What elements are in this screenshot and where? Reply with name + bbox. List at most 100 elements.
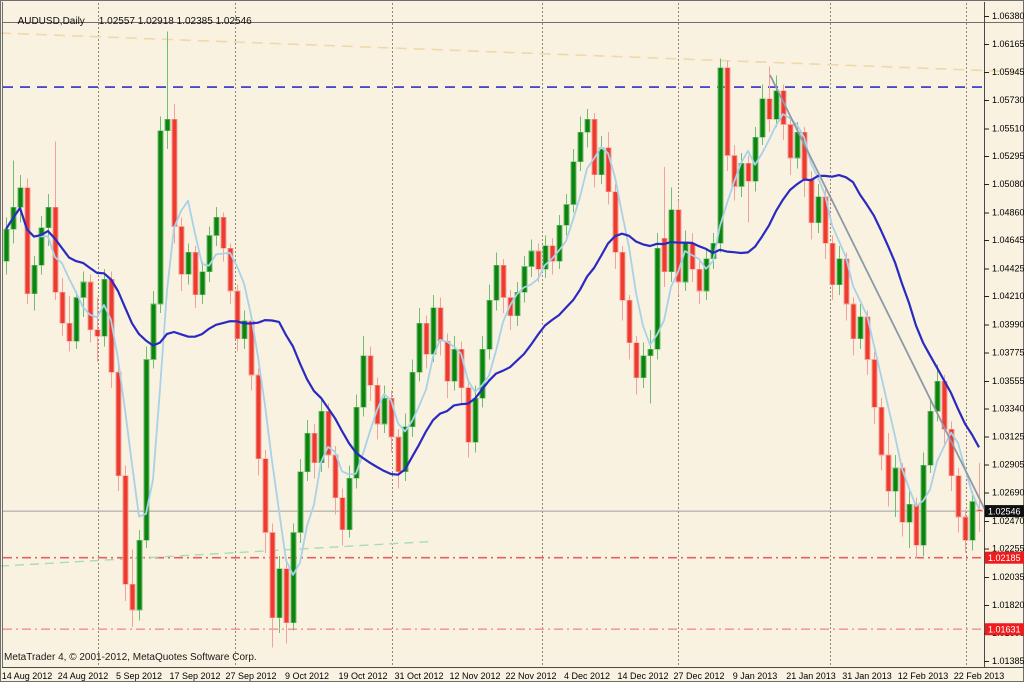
y-axis-label: 1.02690 [992,487,1024,497]
bear-candle [591,119,598,176]
bear-candle [255,374,262,460]
bull-candle [213,217,220,236]
bear-candle [178,226,185,275]
bear-candle [549,245,556,262]
trendline[interactable] [0,540,431,567]
y-axis-label: 1.01385 [992,656,1024,666]
bull-candle [157,130,164,305]
y-axis-label: 1.06380 [992,11,1024,21]
y-axis-label: 1.02470 [992,516,1024,526]
bull-candle [150,303,157,360]
price-tag [985,551,1024,564]
x-axis-label: 9 Jan 2013 [733,671,778,681]
price-tag-label: 1.01631 [988,625,1021,635]
ma-slow-line [5,174,980,476]
bear-candle [829,242,836,285]
bear-candle [465,387,472,443]
bull-candle [598,147,605,176]
bear-candle [66,323,73,342]
bull-candle [640,355,647,378]
bull-candle [304,432,311,473]
bull-candle [556,224,563,262]
bear-candle [122,475,129,585]
bear-candle [388,397,395,438]
bear-candle [269,532,276,619]
x-axis-label: 22 Nov 2012 [505,671,556,681]
bear-candle [962,516,969,541]
bull-candle [521,266,528,293]
trendline-gray[interactable] [769,74,987,513]
bear-candle [227,248,234,292]
y-axis-label: 1.02905 [992,460,1024,470]
symbol-period-label: AUDUSD,Daily [17,16,85,27]
bear-candle [234,290,241,340]
bear-candle [192,252,199,296]
bull-candle [290,532,297,624]
x-axis-label: 27 Dec 2012 [673,671,724,681]
bull-candle [528,250,535,267]
bear-candle [262,458,269,533]
bull-candle [430,307,437,355]
x-axis-label: 22 Feb 2013 [954,671,1005,681]
bull-candle [927,410,934,466]
bull-candle [297,471,304,533]
bull-candle [647,348,654,356]
bull-candle [17,187,24,208]
bull-candle [38,227,45,266]
y-axis-label: 1.03555 [992,376,1024,386]
trendline[interactable] [0,32,1024,73]
y-axis-label: 1.01820 [992,600,1024,610]
bear-candle [94,329,101,337]
bear-candle [913,503,920,546]
bull-candle [703,258,710,292]
bull-candle [31,264,38,294]
price-tag-label: 1.02185 [988,553,1021,563]
y-axis-label: 1.05080 [992,179,1024,189]
bear-candle [850,303,857,340]
bear-candle [59,292,66,324]
bull-candle [402,426,409,473]
bear-candle [955,475,962,518]
bull-candle [969,501,976,541]
bull-candle [857,316,864,340]
bear-candle [745,162,752,182]
bull-candle [563,204,570,226]
y-axis-label: 1.02035 [992,572,1024,582]
copyright-label: MetaTrader 4, © 2001-2012, MetaQuotes So… [4,652,257,663]
bear-candle [605,147,612,192]
y-axis-label: 1.04425 [992,263,1024,273]
ohlc-readout: 1.02557 1.02918 1.02385 1.02546 [98,16,252,27]
bear-candle [115,372,122,476]
bull-candle [836,258,843,285]
bear-candle [500,264,507,298]
x-axis-label: 31 Oct 2012 [394,671,443,681]
y-axis-label: 1.03775 [992,347,1024,357]
bull-candle [3,228,10,262]
bull-candle [360,355,367,408]
bull-candle [80,281,87,298]
bull-candle [416,323,423,373]
bull-candle [752,137,759,182]
bear-candle [325,410,332,456]
x-axis-label: 9 Oct 2012 [285,671,329,681]
y-axis-label: 1.04645 [992,235,1024,245]
bear-candle [878,406,885,456]
bull-candle [472,397,479,443]
x-axis-label: 31 Jan 2013 [842,671,892,681]
price-tag [985,505,1024,518]
bull-candle [409,372,416,427]
bear-candle [871,359,878,408]
bear-candle [311,432,318,464]
bear-candle [948,428,955,476]
bull-candle [486,299,493,350]
bear-candle [619,252,626,301]
bear-candle [633,342,640,378]
bear-candle [220,217,227,249]
bear-candle [885,454,892,492]
ma-fast-line [5,113,980,576]
x-axis-label: 17 Sep 2012 [169,671,220,681]
bull-candle [906,503,913,523]
bear-candle [171,119,178,227]
